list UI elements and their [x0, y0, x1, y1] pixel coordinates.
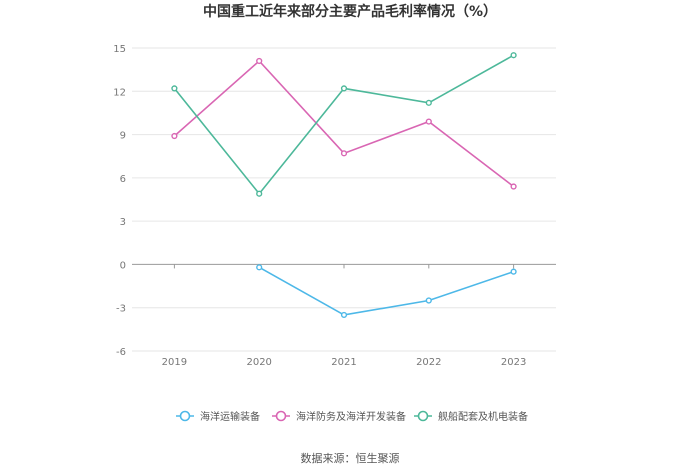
- x-axis: 2019 2020 2021 2022 2023: [162, 357, 527, 368]
- data-point: [340, 150, 348, 157]
- series-line-1: [173, 59, 515, 188]
- data-point: [171, 85, 178, 92]
- legend-item-marine-defense[interactable]: 海洋防务及海洋开发装备: [272, 410, 406, 423]
- y-tick-label: -6: [116, 347, 126, 358]
- data-point: [425, 118, 432, 125]
- legend-item-ship-equipment[interactable]: 舰船配套及机电装备: [414, 410, 528, 423]
- legend-label: 海洋运输装备: [200, 410, 260, 423]
- data-point: [340, 311, 348, 319]
- data-point: [510, 52, 517, 59]
- data-point: [425, 297, 432, 304]
- x-tick-label: 2022: [416, 357, 441, 368]
- x-tick-label: 2021: [331, 357, 356, 368]
- legend-circle-marker: [179, 410, 191, 422]
- y-tick-label: 9: [120, 131, 126, 142]
- grid-lines: [132, 47, 556, 352]
- x-tick-label: 2019: [162, 357, 187, 368]
- legend-circle-marker: [275, 410, 287, 422]
- x-tick-label: 2023: [501, 357, 526, 368]
- legend: 海洋运输装备 海洋防务及海洋开发装备 舰船配套及机电装备: [176, 410, 528, 423]
- data-point: [510, 268, 517, 275]
- chart-title: 中国重工近年来部分主要产品毛利率情况（%）: [203, 3, 497, 20]
- legend-circle-marker: [417, 410, 429, 422]
- data-point: [425, 99, 432, 106]
- data-point: [171, 132, 178, 140]
- y-axis: 15 12 9 6 3 0 -3 -6: [113, 44, 126, 358]
- y-tick-label: 12: [113, 87, 126, 98]
- legend-label: 舰船配套及机电装备: [438, 410, 528, 423]
- data-point: [256, 190, 263, 197]
- data-point: [510, 183, 517, 190]
- data-source: 数据来源：恒生聚源: [301, 451, 400, 465]
- series-group: [171, 52, 517, 319]
- legend-item-marine-transport[interactable]: 海洋运输装备: [176, 410, 260, 423]
- series-line-0: [258, 266, 514, 316]
- data-point: [340, 85, 348, 92]
- series-line-2: [173, 54, 514, 196]
- x-tick-label: 2020: [246, 357, 271, 368]
- data-point: [256, 264, 263, 271]
- y-tick-label: 3: [120, 217, 126, 228]
- y-tick-label: 6: [120, 174, 126, 185]
- legend-label: 海洋防务及海洋开发装备: [296, 410, 406, 423]
- y-tick-label: 15: [113, 44, 126, 55]
- y-tick-label: 0: [120, 260, 126, 271]
- data-point: [256, 57, 263, 65]
- y-tick-label: -3: [116, 304, 126, 315]
